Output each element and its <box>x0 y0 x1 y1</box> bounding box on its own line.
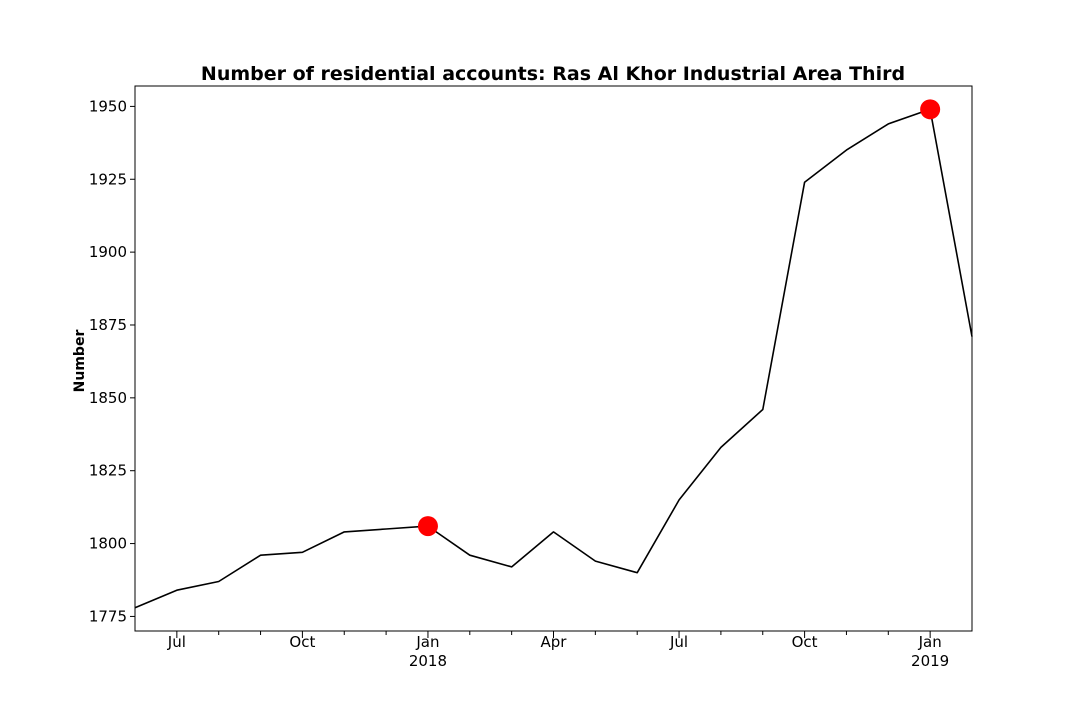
x-tick-label: Apr <box>541 633 568 651</box>
y-tick-label: 1900 <box>89 243 127 261</box>
y-tick-label: 1850 <box>89 389 127 407</box>
plot-frame <box>134 85 973 632</box>
y-tick-label: 1825 <box>89 462 127 480</box>
chart-title: Number of residential accounts: Ras Al K… <box>201 63 905 85</box>
y-tick-label: 1775 <box>89 607 127 625</box>
y-tick-label: 1800 <box>89 535 127 553</box>
x-tick-year-label: 2019 <box>911 652 949 670</box>
y-axis-label: Number <box>72 330 88 393</box>
x-tick-label: Jul <box>669 633 688 651</box>
x-tick-year-label: 2018 <box>409 652 447 670</box>
x-tick-label: Oct <box>792 633 818 651</box>
highlight-point <box>417 516 438 537</box>
series-line <box>134 108 973 609</box>
x-tick-label: Jan <box>415 633 439 651</box>
y-tick-label: 1950 <box>89 97 127 115</box>
x-tick-label: Oct <box>289 633 315 651</box>
y-tick-label: 1925 <box>89 170 127 188</box>
x-tick-label: Jan <box>918 633 942 651</box>
highlight-point <box>920 99 941 120</box>
x-tick-label: Jul <box>167 633 186 651</box>
y-tick-label: 1875 <box>89 316 127 334</box>
